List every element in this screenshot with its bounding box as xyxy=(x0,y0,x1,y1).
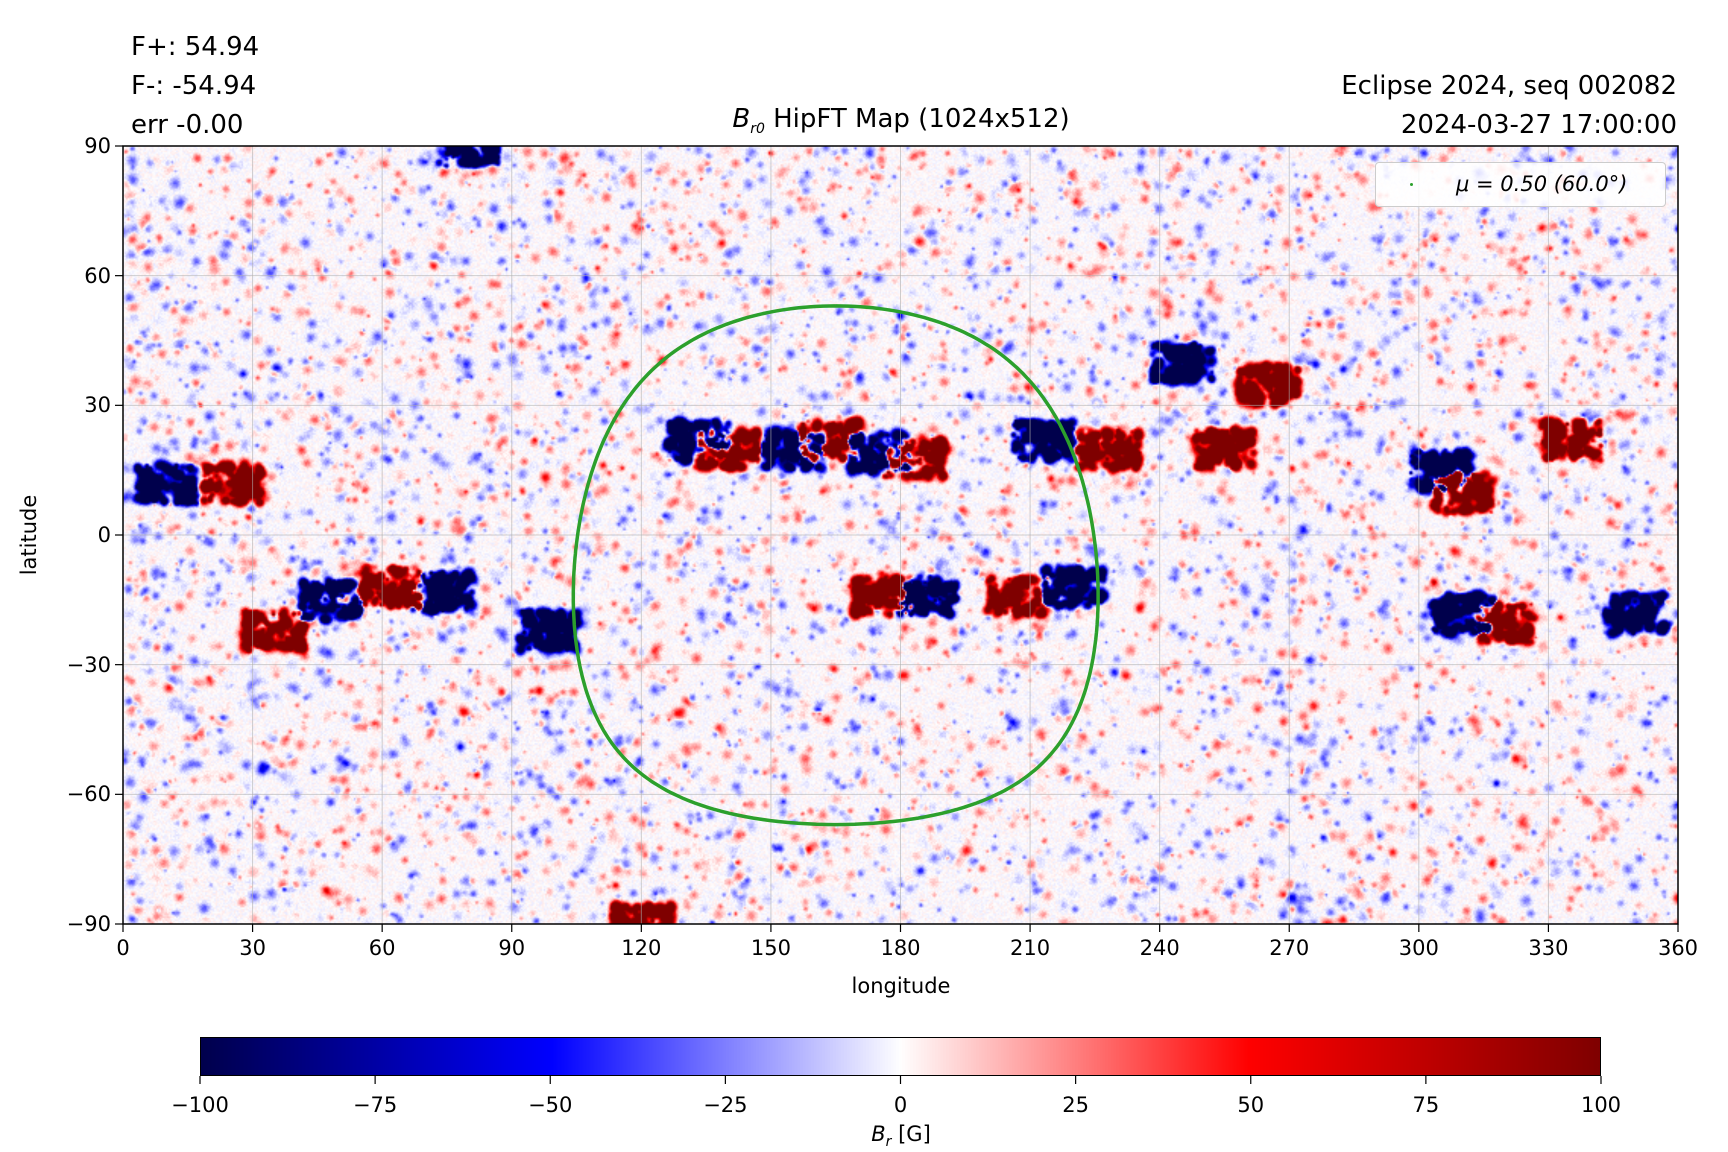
x-tick-label: 270 xyxy=(1269,936,1310,960)
y-tick-label: −30 xyxy=(66,652,111,677)
x-tick-label: 120 xyxy=(621,936,662,960)
error-label: err -0.00 xyxy=(131,110,244,140)
colorbar-tick-label: −50 xyxy=(528,1093,573,1117)
x-tick-label: 240 xyxy=(1139,936,1180,960)
title-text: HipFT Map (1024x512) xyxy=(764,104,1070,134)
y-tick-label: −60 xyxy=(66,782,111,807)
flux-positive-label: F+: 54.94 xyxy=(131,32,260,62)
colorbar-tick-label: −100 xyxy=(171,1093,229,1117)
colorbar-symbol: B xyxy=(871,1122,886,1146)
x-tick-label: 60 xyxy=(368,936,396,960)
y-tick-label: 0 xyxy=(97,523,111,547)
chart-title: Br0 HipFT Map (1024x512) xyxy=(732,104,1069,137)
plot-frame xyxy=(122,145,1679,925)
colorbar-label: Br [G] xyxy=(871,1122,931,1150)
x-tick-label: 0 xyxy=(116,936,130,960)
title-symbol: B xyxy=(732,104,751,134)
y-tick-label: 60 xyxy=(84,263,111,288)
colorbar-unit: [G] xyxy=(891,1122,931,1146)
colorbar-tick-label: 0 xyxy=(893,1093,908,1117)
colorbar-tick-label: −75 xyxy=(352,1093,398,1117)
flux-negative-label: F-: -54.94 xyxy=(131,71,257,101)
colorbar-tick-label: 25 xyxy=(1062,1093,1089,1117)
datetime-label: 2024-03-27 17:00:00 xyxy=(1400,110,1677,140)
x-tick-label: 90 xyxy=(498,936,526,960)
x-tick-label: 300 xyxy=(1398,936,1439,960)
legend: μ = 0.50 (60.0°) xyxy=(1375,162,1666,207)
x-tick-label: 150 xyxy=(750,936,791,960)
x-tick-label: 210 xyxy=(1010,936,1051,960)
y-axis-label: latitude xyxy=(17,494,41,576)
y-tick-label: −90 xyxy=(66,912,111,936)
y-tick-label: 90 xyxy=(84,134,111,158)
legend-label: μ = 0.50 (60.0°) xyxy=(1456,172,1628,196)
x-tick-label: 30 xyxy=(239,936,266,960)
colorbar-tick-label: −25 xyxy=(703,1093,748,1117)
x-tick-label: 330 xyxy=(1528,936,1569,960)
colorbar-tick-label: 100 xyxy=(1580,1093,1622,1117)
title-subscript: r0 xyxy=(750,121,765,138)
x-tick-label: 360 xyxy=(1657,936,1699,960)
colorbar-tick-label: 50 xyxy=(1237,1093,1265,1117)
run-label: Eclipse 2024, seq 002082 xyxy=(1341,71,1677,101)
x-tick-label: 180 xyxy=(880,936,921,960)
colorbar-subscript: r xyxy=(885,1134,892,1151)
colorbar xyxy=(200,1037,1601,1076)
x-axis-label: longitude xyxy=(851,974,951,998)
legend-marker-icon xyxy=(1410,183,1413,186)
mu-contour-line xyxy=(571,304,1100,827)
colorbar-tick-label: 75 xyxy=(1412,1093,1440,1117)
y-tick-label: 30 xyxy=(84,393,111,418)
